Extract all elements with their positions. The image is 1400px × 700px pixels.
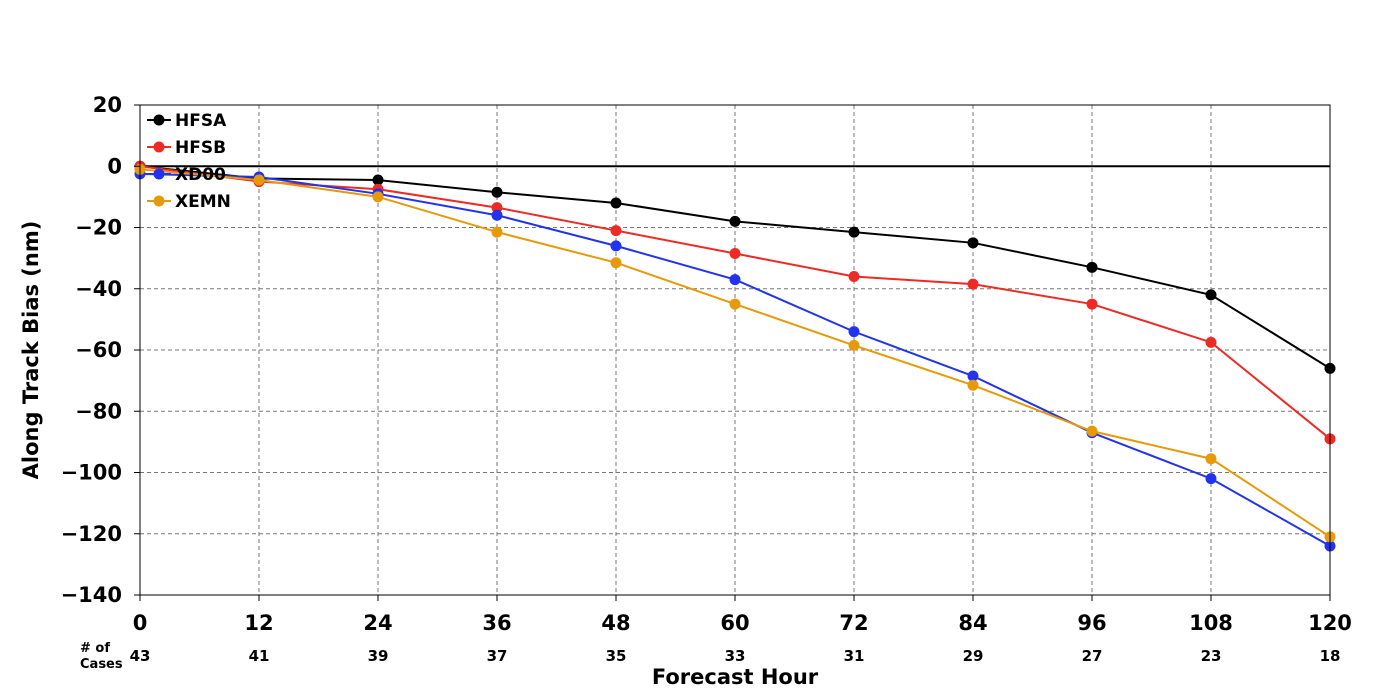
- cases-count-1: 41: [249, 647, 270, 665]
- point-hfsa-36: [491, 186, 503, 198]
- legend-label: HFSB: [175, 138, 226, 158]
- point-xd00-108: [1205, 473, 1217, 485]
- cases-count-9: 23: [1201, 647, 1222, 665]
- legend-label: HFSA: [175, 111, 227, 131]
- cases-count-4: 35: [606, 647, 627, 665]
- point-hfsa-24: [372, 174, 384, 186]
- series-xemn: [134, 163, 1336, 543]
- cases-count-6: 31: [844, 647, 865, 665]
- legend-item-xemn: XEMN: [147, 192, 231, 212]
- y-tick-label-8: −140: [61, 583, 122, 607]
- y-tick-label-0: 20: [93, 93, 122, 117]
- point-hfsb-72: [848, 271, 860, 282]
- x-tick-label-5: 60: [720, 611, 749, 635]
- point-xemn-12: [253, 174, 265, 186]
- y-tick-label-1: 0: [107, 154, 122, 178]
- point-hfsb-48: [610, 225, 622, 237]
- point-xemn-36: [491, 226, 503, 238]
- x-tick-label-2: 24: [363, 611, 392, 635]
- point-xd00-84: [967, 370, 979, 382]
- legend-item-xd00: XD00: [147, 165, 226, 185]
- y-tick-label-7: −120: [61, 522, 122, 546]
- x-axis-label: Forecast Hour: [652, 665, 819, 689]
- point-xd00-60: [729, 274, 741, 286]
- legend-label: XEMN: [175, 192, 231, 212]
- y-tick-label-3: −40: [75, 277, 122, 301]
- cases-count-5: 33: [725, 647, 746, 665]
- y-axis-ticks: 20 0 −20 −40 −60 −80 −100 −120 −140: [61, 93, 140, 607]
- y-tick-label-5: −80: [75, 399, 122, 423]
- cases-header-line-1: # of: [80, 641, 110, 656]
- y-axis-label: Along Track Bias (nm): [19, 221, 43, 480]
- point-hfsa-96: [1086, 261, 1098, 273]
- cases-count-2: 39: [368, 647, 389, 665]
- x-tick-label-4: 48: [601, 611, 630, 635]
- x-axis-ticks: 0 12 24 36 48 60 72 84 96 108 120: [133, 595, 1352, 635]
- cases-count-0: 43: [130, 647, 151, 665]
- point-xemn-72: [848, 339, 860, 351]
- x-tick-label-1: 12: [244, 611, 273, 635]
- x-tick-label-10: 120: [1308, 611, 1352, 635]
- legend-swatch-marker: [153, 195, 165, 207]
- point-xemn-108: [1205, 453, 1217, 465]
- series-layer: [134, 160, 1336, 552]
- legend-swatch-marker: [153, 114, 165, 126]
- x-tick-label-3: 36: [482, 611, 511, 635]
- point-hfsa-84: [967, 237, 979, 249]
- point-hfsa-108: [1205, 289, 1217, 301]
- cases-count-7: 29: [963, 647, 984, 665]
- cases-count-8: 27: [1082, 647, 1103, 665]
- x-tick-label-9: 108: [1189, 611, 1233, 635]
- point-xemn-24: [372, 191, 384, 203]
- legend: HFSA HFSB XD00 XEMN: [147, 111, 231, 212]
- point-xd00-36: [491, 209, 503, 221]
- point-hfsb-96: [1086, 298, 1098, 310]
- point-xemn-84: [967, 379, 979, 391]
- x-tick-label-6: 72: [839, 611, 868, 635]
- cases-count-10: 18: [1320, 647, 1341, 665]
- x-tick-label-8: 96: [1077, 611, 1106, 635]
- legend-swatch-marker: [153, 141, 165, 153]
- point-xemn-96: [1086, 425, 1098, 437]
- point-hfsa-60: [729, 215, 741, 227]
- x-tick-label-0: 0: [133, 611, 148, 635]
- y-tick-label-4: −60: [75, 338, 122, 362]
- legend-item-hfsa: HFSA: [147, 111, 227, 131]
- cases-header-line-2: Cases: [80, 657, 123, 672]
- y-tick-label-2: −20: [75, 216, 122, 240]
- point-hfsa-48: [610, 197, 622, 209]
- legend-item-hfsb: HFSB: [147, 138, 226, 158]
- cases-row: # of Cases 43 41 39 37 35 33 31 29 27 23 18: [80, 641, 1340, 672]
- point-hfsb-60: [729, 248, 741, 260]
- y-tick-label-6: −100: [61, 461, 122, 485]
- legend-swatch-marker: [153, 168, 165, 180]
- point-hfsb-84: [967, 278, 979, 290]
- point-xd00-72: [848, 326, 860, 338]
- cases-count-3: 37: [487, 647, 508, 665]
- point-hfsa-72: [848, 226, 860, 238]
- point-xemn-60: [729, 298, 741, 310]
- point-hfsb-36: [491, 202, 503, 214]
- legend-label: XD00: [175, 165, 226, 185]
- x-tick-label-7: 84: [958, 611, 987, 635]
- point-xemn-48: [610, 257, 622, 269]
- point-xd00-48: [610, 240, 622, 252]
- point-hfsb-108: [1205, 336, 1217, 348]
